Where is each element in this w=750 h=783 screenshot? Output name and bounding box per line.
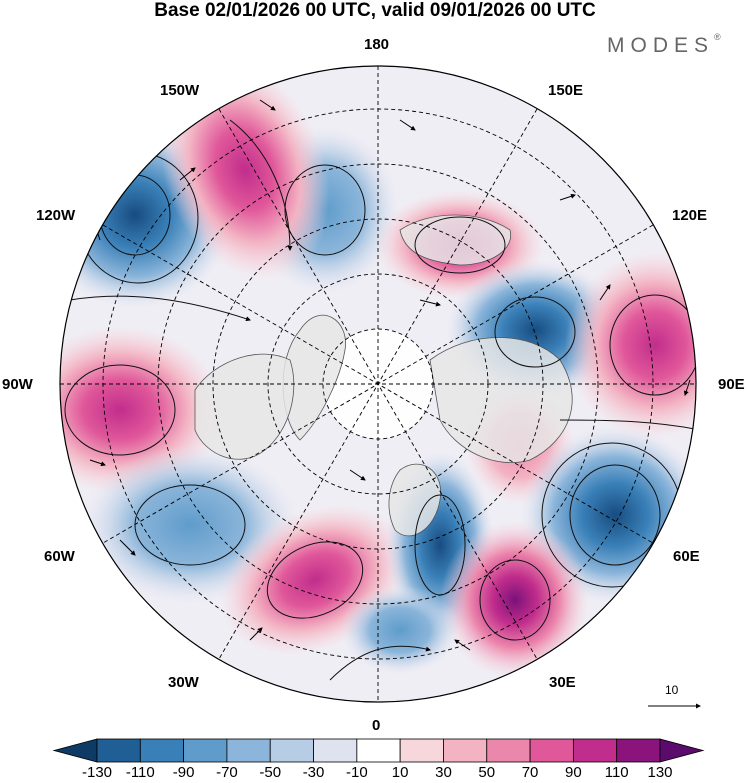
colorbar-swatch <box>313 738 358 763</box>
colorbar-swatch <box>443 738 488 763</box>
colorbar-tick-label: 70 <box>521 764 539 781</box>
lon-label-30e: 30E <box>549 674 576 691</box>
streamline-low-180 <box>284 164 366 256</box>
low-15w <box>340 585 460 675</box>
colorbar-tick-label: -50 <box>259 764 282 781</box>
wind-arrow <box>619 599 641 611</box>
colorbar-tick-label: 30 <box>435 764 452 781</box>
colorbar-tick-label: -110 <box>125 764 155 781</box>
lon-label-150e: 150E <box>548 82 584 99</box>
colorbar-tick-label: -130 <box>81 764 113 781</box>
wind-arrow <box>599 284 611 301</box>
wind-arrow <box>419 299 441 307</box>
colorbar-tick-label: -30 <box>302 764 325 781</box>
map-border <box>59 65 697 703</box>
wind-arrow <box>119 539 136 556</box>
wind-arrow <box>249 627 263 641</box>
lon-label-30w: 30W <box>168 674 199 691</box>
streamline-low-120e <box>494 296 576 368</box>
canada-outline <box>194 353 295 460</box>
colorbar-swatch <box>399 738 444 763</box>
lon-label-120e: 120E <box>672 207 708 224</box>
colorbar-swatch <box>486 738 531 763</box>
colorbar-swatch <box>616 738 661 763</box>
lon-label-120w: 120W <box>36 207 76 224</box>
wind-arrow <box>683 379 691 396</box>
reference-vector-label: 10 <box>665 683 679 697</box>
colorbar-swatch <box>529 738 574 763</box>
lon-label-60e: 60E <box>673 548 700 565</box>
colorbar-swatch <box>659 738 705 763</box>
lon-label-150w: 150W <box>160 82 200 99</box>
lon-label-180: 180 <box>364 36 390 53</box>
streamline-jet-north <box>229 119 293 251</box>
lon-label-90w: 90W <box>2 376 33 393</box>
colorbar-tick-label: 90 <box>565 764 582 781</box>
lon-label-90e: 90E <box>718 376 745 393</box>
high-90e <box>565 250 696 440</box>
meridians <box>60 66 696 702</box>
colorbar-swatch <box>226 738 271 763</box>
colorbar-swatch <box>183 738 228 763</box>
wind-arrow <box>259 99 276 111</box>
brand-name: MODES <box>607 34 715 57</box>
anomaly-field <box>60 66 696 702</box>
high-30e <box>440 520 590 680</box>
wind-arrow <box>454 639 471 651</box>
colorbar-tick-label: -90 <box>172 764 195 781</box>
streamline-high-90e <box>609 294 696 396</box>
wind-arrow <box>559 193 576 201</box>
streamline-high-150e <box>414 216 506 274</box>
streamline-high-30e <box>479 559 551 641</box>
streamline-low-60e <box>569 464 661 566</box>
registered-mark: ® <box>714 32 721 42</box>
colorbar-swatch <box>269 738 314 763</box>
colorbar-tick-label: 10 <box>391 764 409 781</box>
colorbar-swatch <box>96 738 141 763</box>
lon-label-0: 0 <box>372 717 381 734</box>
wind-arrow <box>89 459 106 467</box>
colorbar-tick-label: -10 <box>346 764 368 781</box>
meridian-120-300 <box>102 224 654 544</box>
colorbar <box>52 738 705 763</box>
colorbar-swatch <box>572 738 618 763</box>
colorbar-tick-label: 50 <box>478 764 496 781</box>
colorbar-swatch <box>139 738 185 763</box>
colorbar-swatch <box>356 738 401 763</box>
wind-arrow <box>349 469 366 481</box>
colorbar-tick-label: 130 <box>647 764 673 781</box>
colorbar-tick-label: -70 <box>216 764 238 781</box>
modes-logo: MODES® <box>607 32 721 58</box>
wind-arrow <box>399 119 416 131</box>
colorbar-tick-label: 110 <box>604 764 629 781</box>
streamline-jet-south <box>329 645 431 681</box>
colorbar-swatch <box>52 738 98 763</box>
streamline-high-90w <box>64 364 176 456</box>
streamline-jet-east <box>559 419 696 432</box>
land-outline <box>194 214 573 537</box>
streamline-high-30w <box>266 541 364 619</box>
lon-label-60w: 60W <box>44 548 75 565</box>
wind-arrow <box>179 167 196 181</box>
chart-title: Base 02/01/2026 00 UTC, valid 09/01/2026… <box>154 0 596 21</box>
alaska-outline <box>399 214 511 266</box>
